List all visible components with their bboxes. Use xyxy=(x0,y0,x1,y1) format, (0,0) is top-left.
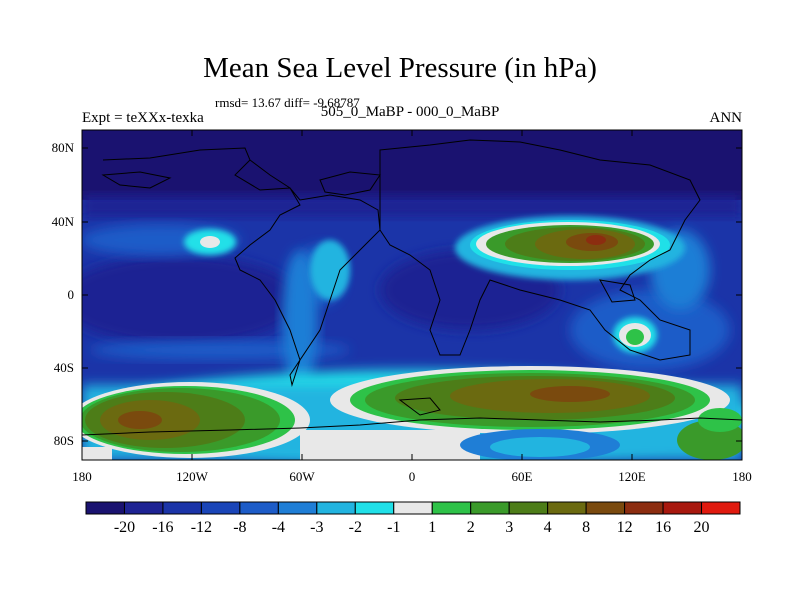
season-label: ANN xyxy=(709,110,743,126)
colorbar-tick-label: -1 xyxy=(387,519,401,536)
colorbar-swatch xyxy=(470,501,510,515)
experiment-label: Expt = teXXx-texka xyxy=(82,110,204,126)
colorbar-tick-label: 16 xyxy=(655,519,672,536)
colorbar-swatch xyxy=(624,501,664,515)
axis-ticks xyxy=(81,130,743,460)
colorbar-swatch xyxy=(239,501,279,515)
colorbar-swatch xyxy=(277,501,318,515)
colorbar-tick-label: 1 xyxy=(428,519,437,536)
colorbar-swatch xyxy=(162,501,202,515)
colorbar-swatch xyxy=(662,501,703,515)
colorbar xyxy=(85,501,741,515)
lon-label-120w: 120W xyxy=(176,469,208,484)
colorbar-swatch xyxy=(508,501,549,515)
lat-label-eq: 0 xyxy=(67,287,75,302)
colorbar-swatch xyxy=(85,501,125,515)
stats-text: rmsd= 13.67 diff= -9.68787 xyxy=(215,95,360,110)
colorbar-swatch xyxy=(393,501,433,515)
colorbar-tick-label: 4 xyxy=(543,519,552,536)
lat-label-80s: 80S xyxy=(53,433,74,448)
colorbar-swatch xyxy=(316,501,356,515)
colorbar-tick-label: -8 xyxy=(233,519,247,536)
colorbar-swatch xyxy=(431,501,472,515)
colorbar-tick-label: 2 xyxy=(466,519,475,536)
colorbar-tick-label: -4 xyxy=(271,519,286,536)
colorbar-swatch xyxy=(200,501,241,515)
lon-label-180w: 180 xyxy=(72,469,92,484)
lon-label-180e: 180 xyxy=(732,469,752,484)
colorbar-swatch xyxy=(547,501,587,515)
colorbar-tick-label: 20 xyxy=(693,519,710,536)
colorbar-tick-label: -16 xyxy=(152,519,174,536)
colorbar-tick-label: 12 xyxy=(616,519,633,536)
continent-outlines xyxy=(82,139,742,436)
map-title: Mean Sea Level Pressure (in hPa) xyxy=(203,52,597,84)
lat-label-80n: 80N xyxy=(51,140,74,155)
pressure-field xyxy=(82,130,742,460)
comparison-label: 505_0_MaBP - 000_0_MaBP xyxy=(320,104,500,120)
lon-label-60w: 60W xyxy=(289,469,315,484)
colorbar-tick-label: 3 xyxy=(505,519,514,536)
colorbar-tick-label: -2 xyxy=(348,519,362,536)
lon-label-120e: 120E xyxy=(618,469,646,484)
colorbar-tick-label: -3 xyxy=(310,519,324,536)
lon-label-0: 0 xyxy=(408,469,416,484)
colorbar-swatch xyxy=(354,501,395,515)
colorbar-swatch xyxy=(123,501,164,515)
colorbar-tick-label: -12 xyxy=(190,519,213,536)
colorbar-tick-label: 8 xyxy=(582,519,591,536)
lon-label-60e: 60E xyxy=(511,469,533,484)
lat-label-40n: 40N xyxy=(51,214,74,229)
colorbar-swatch xyxy=(701,501,741,515)
colorbar-tick-label: -20 xyxy=(113,519,136,536)
colorbar-swatch xyxy=(585,501,626,515)
lat-label-40s: 40S xyxy=(53,360,74,375)
